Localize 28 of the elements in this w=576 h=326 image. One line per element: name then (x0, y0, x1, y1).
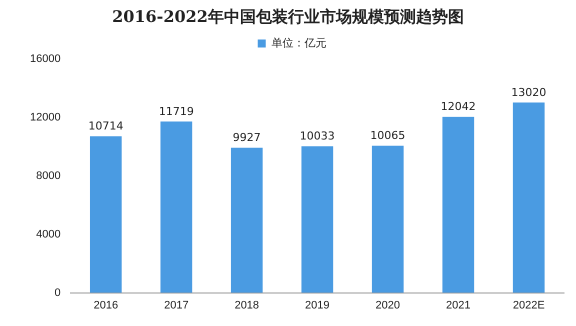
data-label: 12042 (440, 100, 476, 114)
data-label: 10714 (88, 120, 124, 133)
x-tick-label: 2017 (164, 299, 189, 312)
data-label: 10065 (370, 129, 406, 142)
bar (512, 102, 545, 293)
bar (301, 146, 334, 293)
bar (230, 148, 263, 293)
data-label: 13020 (511, 86, 546, 99)
legend-label: 单位：亿元 (271, 36, 326, 50)
y-tick-label: 12000 (30, 111, 61, 124)
x-tick-label: 2016 (94, 299, 118, 312)
x-tick-label: 2018 (234, 299, 260, 312)
bar (160, 122, 192, 293)
data-label: 9927 (232, 131, 261, 144)
x-tick-label: 2020 (376, 299, 400, 312)
data-label: 11719 (158, 104, 194, 118)
bar (442, 116, 474, 293)
y-tick-label: 16000 (30, 53, 61, 66)
bar (372, 146, 404, 293)
y-tick-label: 8000 (36, 170, 61, 182)
x-tick-label: 2019 (305, 299, 330, 312)
chart-title: 2016-2022年中国包装行业市场规模预测趋势图 (111, 6, 465, 28)
y-tick-label: 0 (54, 286, 61, 299)
data-label: 10033 (300, 130, 335, 143)
bar (90, 136, 122, 293)
x-tick-label: 2022E (512, 299, 545, 312)
x-tick-label: 2021 (446, 299, 471, 312)
y-tick-label: 4000 (36, 228, 61, 240)
